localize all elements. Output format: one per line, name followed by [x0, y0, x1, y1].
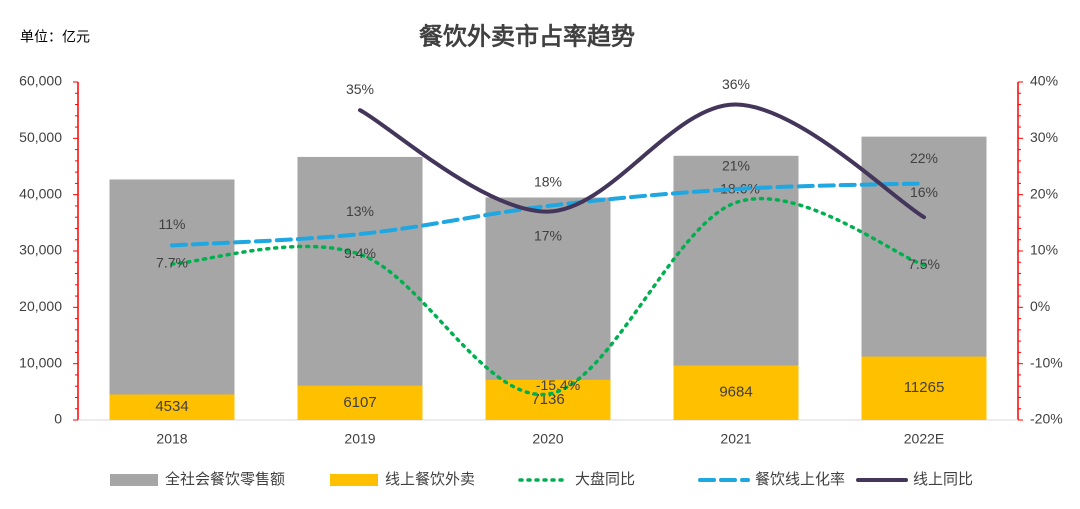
data-label: 9.4% — [344, 245, 376, 261]
bar-value-label: 11265 — [904, 379, 945, 396]
y2-tick-label: -10% — [1030, 354, 1063, 370]
x-tick-label: 2021 — [720, 431, 751, 447]
data-label: 36% — [722, 76, 750, 92]
y-tick-label: 40,000 — [19, 185, 62, 201]
data-label: 7.5% — [908, 256, 940, 272]
line — [170, 196, 926, 397]
bar — [861, 356, 987, 420]
unit-label: 单位：亿元 — [20, 29, 90, 45]
legend-label: 线上同比 — [913, 471, 973, 488]
y-tick-label: 60,000 — [19, 73, 62, 89]
data-label: 21% — [722, 158, 750, 174]
x-tick-label: 2018 — [156, 431, 187, 447]
y2-tick-label: 40% — [1030, 73, 1058, 89]
legend-label: 线上餐饮外卖 — [385, 471, 475, 488]
bar — [109, 394, 235, 420]
x-tick-label: 2020 — [532, 431, 563, 447]
bar — [297, 385, 423, 420]
legend-label: 全社会餐饮零售额 — [165, 470, 285, 488]
bar-value-label: 9684 — [719, 384, 752, 401]
y-tick-label: 10,000 — [19, 354, 62, 370]
x-tick-label: 2019 — [344, 431, 375, 447]
data-label: -15.4% — [536, 377, 580, 393]
legend-swatch — [330, 474, 378, 486]
bar-value-label: 4534 — [155, 398, 188, 415]
bar — [673, 365, 799, 420]
x-tick-label: 2022E — [904, 431, 944, 447]
y2-tick-label: 30% — [1030, 129, 1058, 145]
y-tick-label: 30,000 — [19, 242, 62, 258]
line — [170, 181, 926, 248]
y2-tick-label: 10% — [1030, 242, 1058, 258]
line — [358, 102, 926, 220]
legend-label: 餐饮线上化率 — [755, 471, 845, 488]
data-label: 18% — [534, 174, 562, 190]
data-label: 17% — [534, 227, 562, 243]
data-label: 35% — [346, 81, 374, 97]
data-label: 16% — [910, 184, 938, 200]
bar — [109, 179, 235, 420]
y-tick-label: 50,000 — [19, 129, 62, 145]
y2-tick-label: -20% — [1030, 411, 1063, 427]
y2-tick-label: 20% — [1030, 185, 1058, 201]
data-label: 13% — [346, 203, 374, 219]
bar — [297, 156, 423, 420]
y-tick-label: 0 — [54, 411, 62, 427]
bar-value-label: 7136 — [531, 391, 564, 408]
legend-swatch — [110, 474, 158, 486]
y-tick-label: 20,000 — [19, 298, 62, 314]
bar — [485, 379, 611, 420]
legend-label: 大盘同比 — [575, 470, 635, 488]
y2-tick-label: 0% — [1030, 298, 1050, 314]
bar-value-label: 6107 — [343, 394, 376, 411]
data-label: 22% — [910, 150, 938, 166]
chart-title: 餐饮外卖市占率趋势 — [419, 22, 635, 50]
data-label: 7.7% — [156, 255, 188, 271]
data-label: 11% — [159, 216, 186, 232]
